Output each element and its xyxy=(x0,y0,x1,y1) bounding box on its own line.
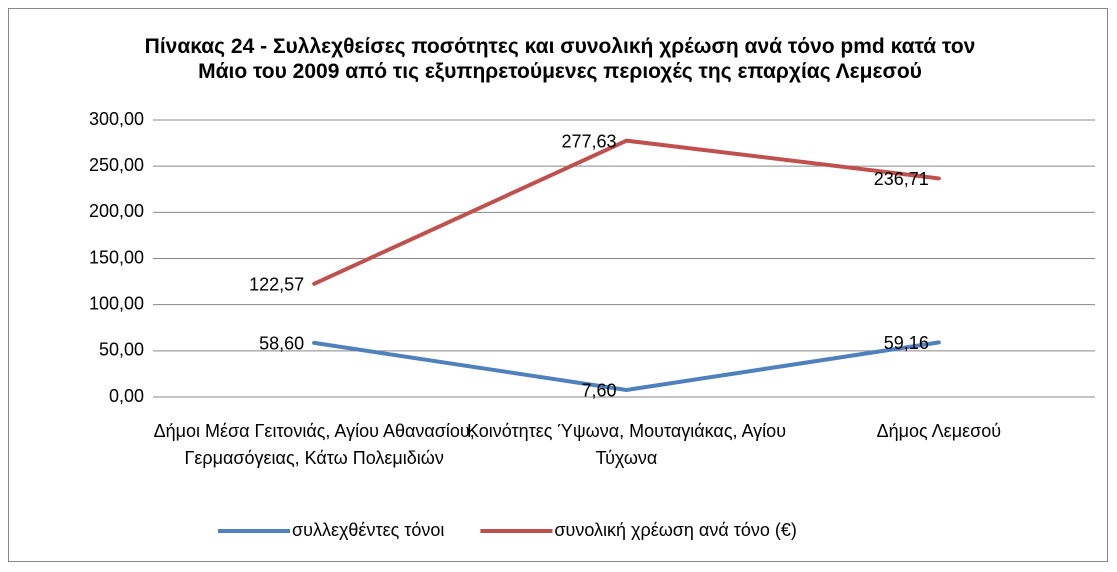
chart-border xyxy=(8,8,1108,562)
y-tick-label: 0,00 xyxy=(109,386,144,406)
y-tick-label: 250,00 xyxy=(89,155,144,175)
x-tick-label: Κοινότητες Ύψωνα, Μουταγιάκας, Αγίου Τύχ… xyxy=(466,421,787,468)
data-label: 122,57 xyxy=(249,275,304,295)
y-tick-label: 300,00 xyxy=(89,109,144,129)
y-tick-label: 150,00 xyxy=(89,247,144,267)
line-series xyxy=(312,138,941,286)
x-tick-label: Δήμοι Μέσα Γειτονιάς, Αγίου Αθανασίου, Γ… xyxy=(153,421,475,468)
data-label: 58,60 xyxy=(259,334,304,354)
data-label: 7,60 xyxy=(581,381,616,401)
legend-label: συλλεχθέντες τόνοι xyxy=(292,520,444,540)
data-label: 236,71 xyxy=(874,169,929,189)
x-tick-label: Δήμος Λεμεσού xyxy=(876,421,1002,441)
line-series xyxy=(312,340,941,392)
chart-title: Πίνακας 24 - Συλλεχθείσες ποσότητες και … xyxy=(144,35,976,83)
y-tick-label: 50,00 xyxy=(99,340,144,360)
y-tick-label: 200,00 xyxy=(89,201,144,221)
y-tick-label: 100,00 xyxy=(89,293,144,313)
legend-label: συνολική χρέωση ανά τόνο (€) xyxy=(554,520,796,540)
data-label: 277,63 xyxy=(561,131,616,151)
data-label: 59,16 xyxy=(884,333,929,353)
